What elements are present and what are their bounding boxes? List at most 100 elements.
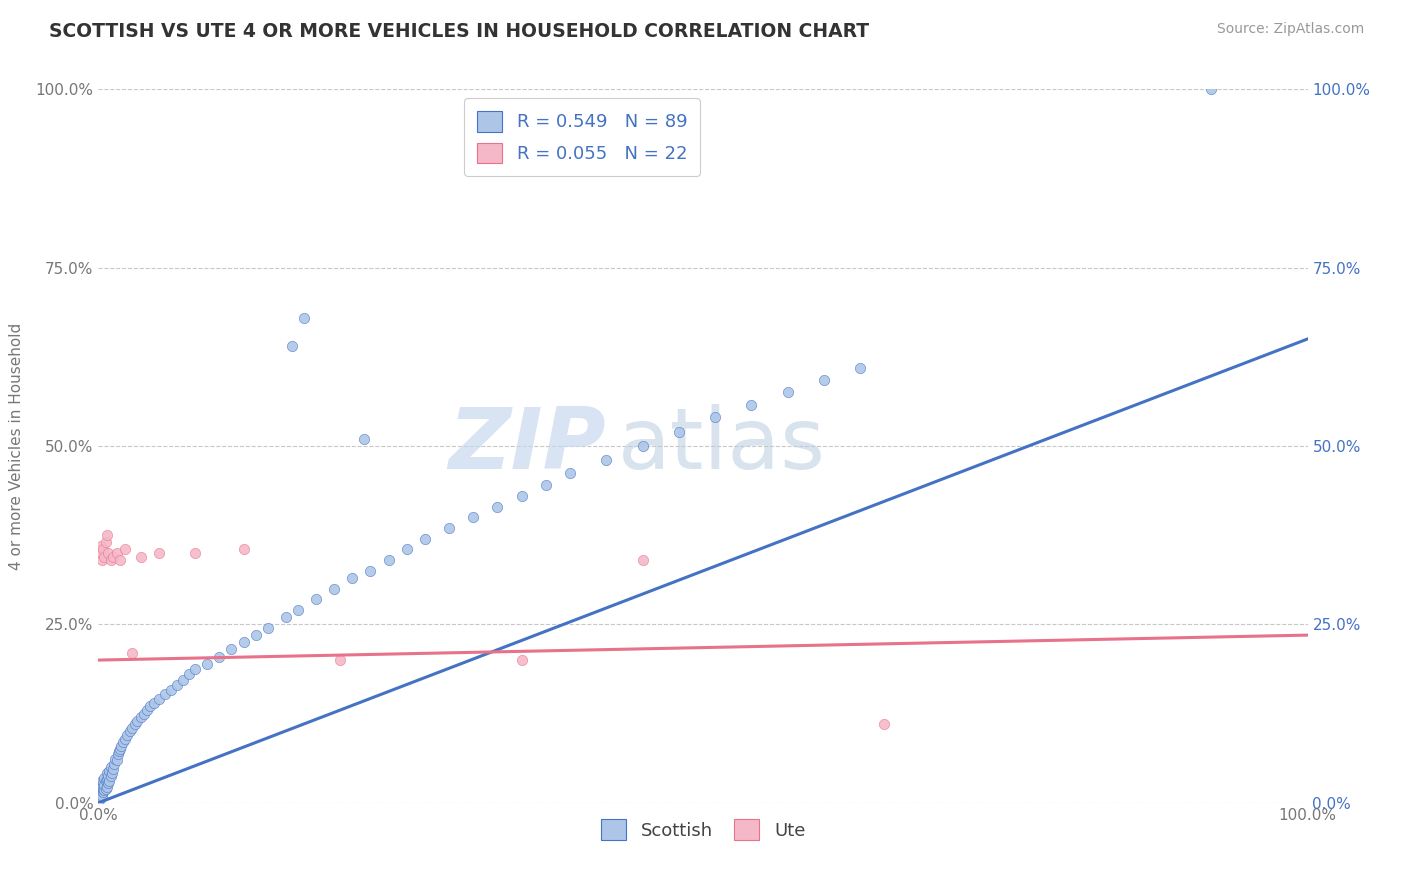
Point	[104, 751, 127, 765]
Point	[232, 635, 254, 649]
Point	[98, 764, 121, 778]
Point	[96, 528, 118, 542]
Point	[91, 780, 114, 794]
Point	[134, 706, 156, 721]
Point	[287, 603, 309, 617]
Point	[813, 373, 835, 387]
Text: SCOTTISH VS UTE 4 OR MORE VEHICLES IN HOUSEHOLD CORRELATION CHART: SCOTTISH VS UTE 4 OR MORE VEHICLES IN HO…	[49, 22, 869, 41]
Point	[91, 781, 114, 796]
Point	[89, 785, 111, 799]
Point	[108, 744, 131, 758]
Point	[129, 710, 152, 724]
Point	[90, 539, 112, 553]
Point	[849, 360, 872, 375]
Point	[100, 765, 122, 780]
Point	[96, 780, 118, 794]
Point	[873, 717, 896, 731]
Point	[100, 769, 122, 783]
Point	[486, 500, 509, 514]
Text: ZIP: ZIP	[449, 404, 606, 488]
Point	[184, 662, 207, 676]
Point	[108, 742, 131, 756]
Point	[94, 535, 117, 549]
Point	[105, 753, 128, 767]
Point	[93, 771, 115, 785]
Point	[89, 546, 111, 560]
Point	[595, 453, 617, 467]
Point	[135, 703, 157, 717]
Point	[510, 489, 533, 503]
Point	[114, 542, 136, 557]
Point	[91, 542, 114, 557]
Point	[90, 783, 112, 797]
Point	[103, 756, 125, 771]
Point	[98, 774, 121, 789]
Point	[90, 787, 112, 801]
Point	[148, 692, 170, 706]
Legend: Scottish, Ute: Scottish, Ute	[593, 812, 813, 847]
Point	[124, 717, 146, 731]
Point	[108, 553, 131, 567]
Point	[292, 310, 315, 325]
Point	[342, 571, 364, 585]
Point	[510, 653, 533, 667]
Point	[111, 735, 134, 749]
Point	[93, 778, 115, 792]
Point	[245, 628, 267, 642]
Point	[100, 553, 122, 567]
Point	[463, 510, 485, 524]
Point	[97, 546, 120, 560]
Point	[94, 781, 117, 796]
Point	[143, 696, 166, 710]
Point	[110, 739, 132, 753]
Point	[668, 425, 690, 439]
Point	[274, 610, 297, 624]
Text: atlas: atlas	[619, 404, 827, 488]
Point	[91, 774, 114, 789]
Point	[97, 776, 120, 790]
Point	[101, 549, 124, 564]
Point	[101, 762, 124, 776]
Point	[100, 760, 122, 774]
Point	[127, 714, 149, 728]
Point	[179, 667, 201, 681]
Point	[105, 546, 128, 560]
Point	[89, 789, 111, 803]
Point	[631, 439, 654, 453]
Point	[89, 792, 111, 806]
Y-axis label: 4 or more Vehicles in Household: 4 or more Vehicles in Household	[10, 322, 24, 570]
Point	[96, 765, 118, 780]
Point	[360, 564, 382, 578]
Point	[117, 728, 139, 742]
Point	[129, 549, 152, 564]
Point	[437, 521, 460, 535]
Point	[166, 678, 188, 692]
Point	[195, 657, 218, 671]
Point	[91, 789, 114, 803]
Point	[184, 546, 207, 560]
Point	[232, 542, 254, 557]
Point	[160, 683, 183, 698]
Point	[329, 653, 352, 667]
Point	[281, 339, 304, 353]
Point	[558, 466, 581, 480]
Point	[97, 769, 120, 783]
Text: Source: ZipAtlas.com: Source: ZipAtlas.com	[1216, 22, 1364, 37]
Point	[93, 783, 115, 797]
Point	[90, 778, 112, 792]
Point	[740, 398, 762, 412]
Point	[90, 790, 112, 805]
Point	[153, 687, 176, 701]
Point	[208, 649, 231, 664]
Point	[704, 410, 727, 425]
Point	[96, 772, 118, 787]
Point	[121, 721, 143, 735]
Point	[1199, 82, 1222, 96]
Point	[221, 642, 243, 657]
Point	[91, 776, 114, 790]
Point	[118, 724, 141, 739]
Point	[94, 774, 117, 789]
Point	[172, 673, 194, 687]
Point	[413, 532, 436, 546]
Point	[353, 432, 375, 446]
